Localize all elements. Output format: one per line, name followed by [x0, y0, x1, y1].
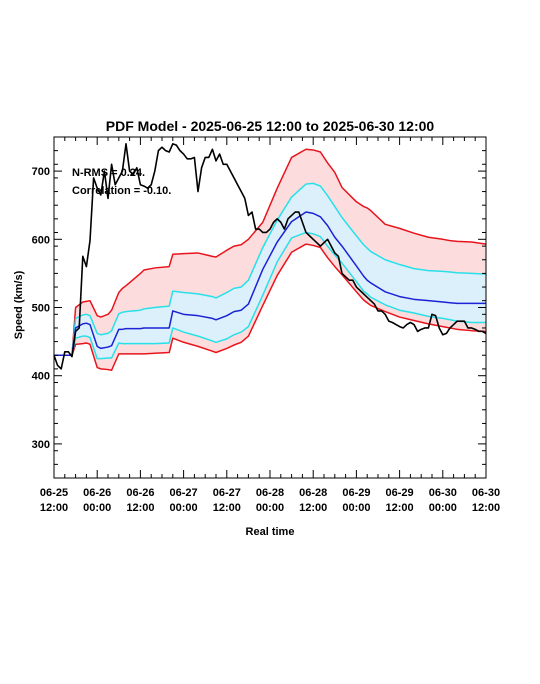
y-tick-label: 500	[32, 303, 50, 315]
y-tick-label: 700	[32, 166, 50, 178]
series-observed	[53, 143, 487, 370]
series-outer-upper	[54, 148, 487, 356]
series-outer-lower	[54, 243, 487, 371]
inner-band-fill	[54, 183, 486, 359]
chart-title: PDF Model - 2025-06-25 12:00 to 2025-06-…	[106, 118, 435, 134]
y-axis-label: Speed (km/s)	[13, 270, 25, 339]
x-axis-label: Real time	[246, 526, 295, 538]
x-tick-label-time: 12:00	[472, 502, 500, 514]
series-inner-lower	[54, 231, 486, 360]
x-tick-label-date: 06-28	[256, 487, 284, 499]
plot-area: 300 400 500 600 700 06-25 12:00 06-26 00:00 06-26…	[32, 136, 500, 514]
x-tick-label-time: 12:00	[126, 502, 154, 514]
series-median	[54, 211, 486, 356]
x-tick-label-time: 00:00	[342, 502, 370, 514]
x-tick-label-date: 06-27	[170, 487, 198, 499]
x-tick-label-time: 12:00	[386, 502, 414, 514]
x-tick-label-date: 06-25	[40, 487, 68, 499]
x-tick-label-time: 00:00	[256, 502, 284, 514]
x-tick-label-date: 06-26	[126, 487, 154, 499]
x-tick-label-time: 00:00	[170, 502, 198, 514]
x-tick-label-date: 06-28	[299, 487, 327, 499]
x-tick-label-date: 06-30	[429, 487, 457, 499]
annotation-nrms: N-RMS = 0.24.	[72, 167, 145, 179]
y-tick-label: 600	[32, 234, 50, 246]
x-tick-label-time: 12:00	[40, 502, 68, 514]
x-tick-label-time: 12:00	[213, 502, 241, 514]
x-tick-label-date: 06-27	[213, 487, 241, 499]
series-inner-upper	[54, 182, 487, 356]
x-tick-label-time: 00:00	[429, 502, 457, 514]
x-tick-label-date: 06-29	[342, 487, 370, 499]
y-tick-label: 300	[32, 439, 50, 451]
x-tick-label-time: 12:00	[299, 502, 327, 514]
x-tick-label-date: 06-26	[83, 487, 111, 499]
x-tick-label-date: 06-30	[472, 487, 500, 499]
y-tick-label: 400	[32, 371, 50, 383]
x-tick-label-time: 00:00	[83, 502, 111, 514]
x-tick-label-date: 06-29	[386, 487, 414, 499]
annotation-correlation: Correlation = -0.10.	[72, 185, 171, 197]
